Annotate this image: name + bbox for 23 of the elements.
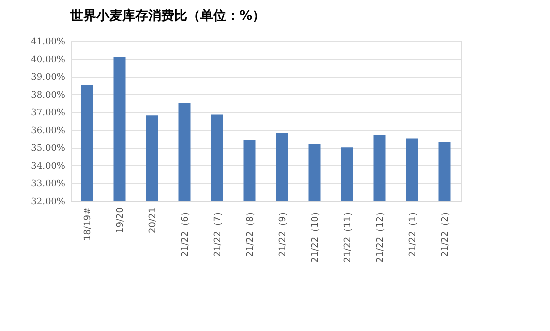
y-tick-label: 40.00% bbox=[31, 55, 66, 66]
x-tick-label: 21/22（1） bbox=[408, 208, 418, 258]
y-tick-label: 38.00% bbox=[31, 90, 66, 101]
x-tick-label: 19/20 bbox=[116, 207, 126, 234]
x-tick-label: 21/22（2） bbox=[440, 208, 451, 258]
y-tick-label: 41.00% bbox=[31, 38, 66, 48]
x-tick-label: 21/22（11） bbox=[343, 208, 354, 263]
x-tick-label: 18/19# bbox=[83, 208, 94, 241]
y-tick-label: 34.00% bbox=[31, 162, 66, 172]
x-tick-label: 21/22（7） bbox=[213, 208, 224, 258]
y-tick-label: 39.00% bbox=[31, 73, 66, 84]
x-tick-label: 21/22（6） bbox=[180, 208, 191, 258]
y-tick-label: 36.00% bbox=[31, 126, 66, 136]
x-tick-label: 20/21 bbox=[148, 208, 158, 234]
y-tick-label: 32.00% bbox=[31, 198, 66, 208]
y-tick-label: 35.00% bbox=[31, 144, 66, 154]
y-tick-label: 33.00% bbox=[31, 180, 66, 190]
x-tick-label: 21/22（9） bbox=[278, 208, 288, 258]
x-tick-label: 21/22（10） bbox=[310, 208, 321, 263]
x-tick-label: 21/22（8） bbox=[246, 208, 256, 258]
y-tick-label: 37.00% bbox=[31, 108, 66, 119]
x-tick-label: 21/22（12） bbox=[376, 208, 386, 263]
chart-title: 世界小麦库存消费比（单位：%） bbox=[70, 8, 266, 24]
